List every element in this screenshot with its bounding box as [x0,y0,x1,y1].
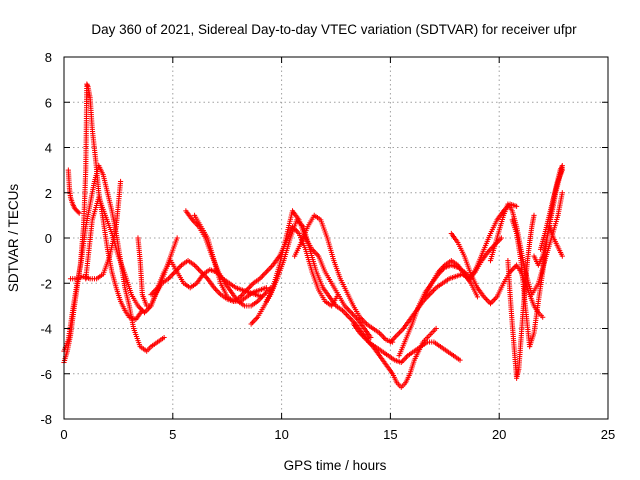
x-tick-label: 10 [274,427,288,442]
series-prn-track-c [65,167,82,216]
series-prn-track-n [366,339,463,366]
data-point [84,82,90,88]
series-prn-track-d [67,178,124,282]
x-tick-label: 20 [492,427,506,442]
series-prn-track-t [505,212,537,381]
data-point [368,334,374,341]
y-tick-label: 6 [45,95,52,110]
series-prn-track-k [263,208,374,341]
y-tick-labels: -8 -6 -4 -2 0 2 4 6 8 [40,50,52,427]
data-point [117,178,124,185]
data-point [161,334,167,341]
data-point [76,210,82,216]
plot-frame [63,56,609,420]
data-point [540,314,546,320]
data-point [457,357,463,363]
series-prn-track-g [148,258,265,300]
y-tick-label: -6 [40,367,52,382]
series-prn-track-x [546,224,565,259]
series-prn-track-o [387,235,504,345]
data-point [84,81,90,87]
series-prn-track-l [292,212,396,345]
data-point [559,190,565,196]
data-point [559,163,565,169]
y-tick-label: 8 [45,50,52,65]
y-tick-label: -2 [40,276,52,291]
x-tick-label: 5 [169,427,176,442]
x-tick-label: 25 [601,427,615,442]
data-point [498,235,504,241]
data-point [559,167,565,173]
chart-title: Day 360 of 2021, Sidereal Day-to-day VTE… [91,22,577,37]
x-tick-labels: 0 5 10 15 20 25 [60,427,615,442]
x-axis-label: GPS time / hours [284,458,387,473]
series-prn-track-b [61,163,167,354]
y-tick-label: 0 [45,231,52,246]
x-tick-label: 15 [383,427,397,442]
data-marks [61,81,565,390]
y-tick-label: -8 [40,412,52,427]
data-point [474,294,481,300]
x-tick-label: 0 [60,427,67,442]
y-tick-label: -4 [40,322,52,337]
data-point [559,253,565,259]
y-axis-label: SDTVAR / TECUs [6,184,21,293]
grid [63,56,609,420]
y-tick-label: 4 [45,141,52,156]
data-point [75,209,81,215]
series-prn-track-w [537,167,565,252]
data-point [514,203,520,209]
data-point [531,212,537,218]
series-prn-track-q [422,258,481,300]
data-point [433,325,439,332]
series-prn-track-e [83,194,180,316]
y-tick-label: 2 [45,186,52,201]
data-point [174,235,180,241]
